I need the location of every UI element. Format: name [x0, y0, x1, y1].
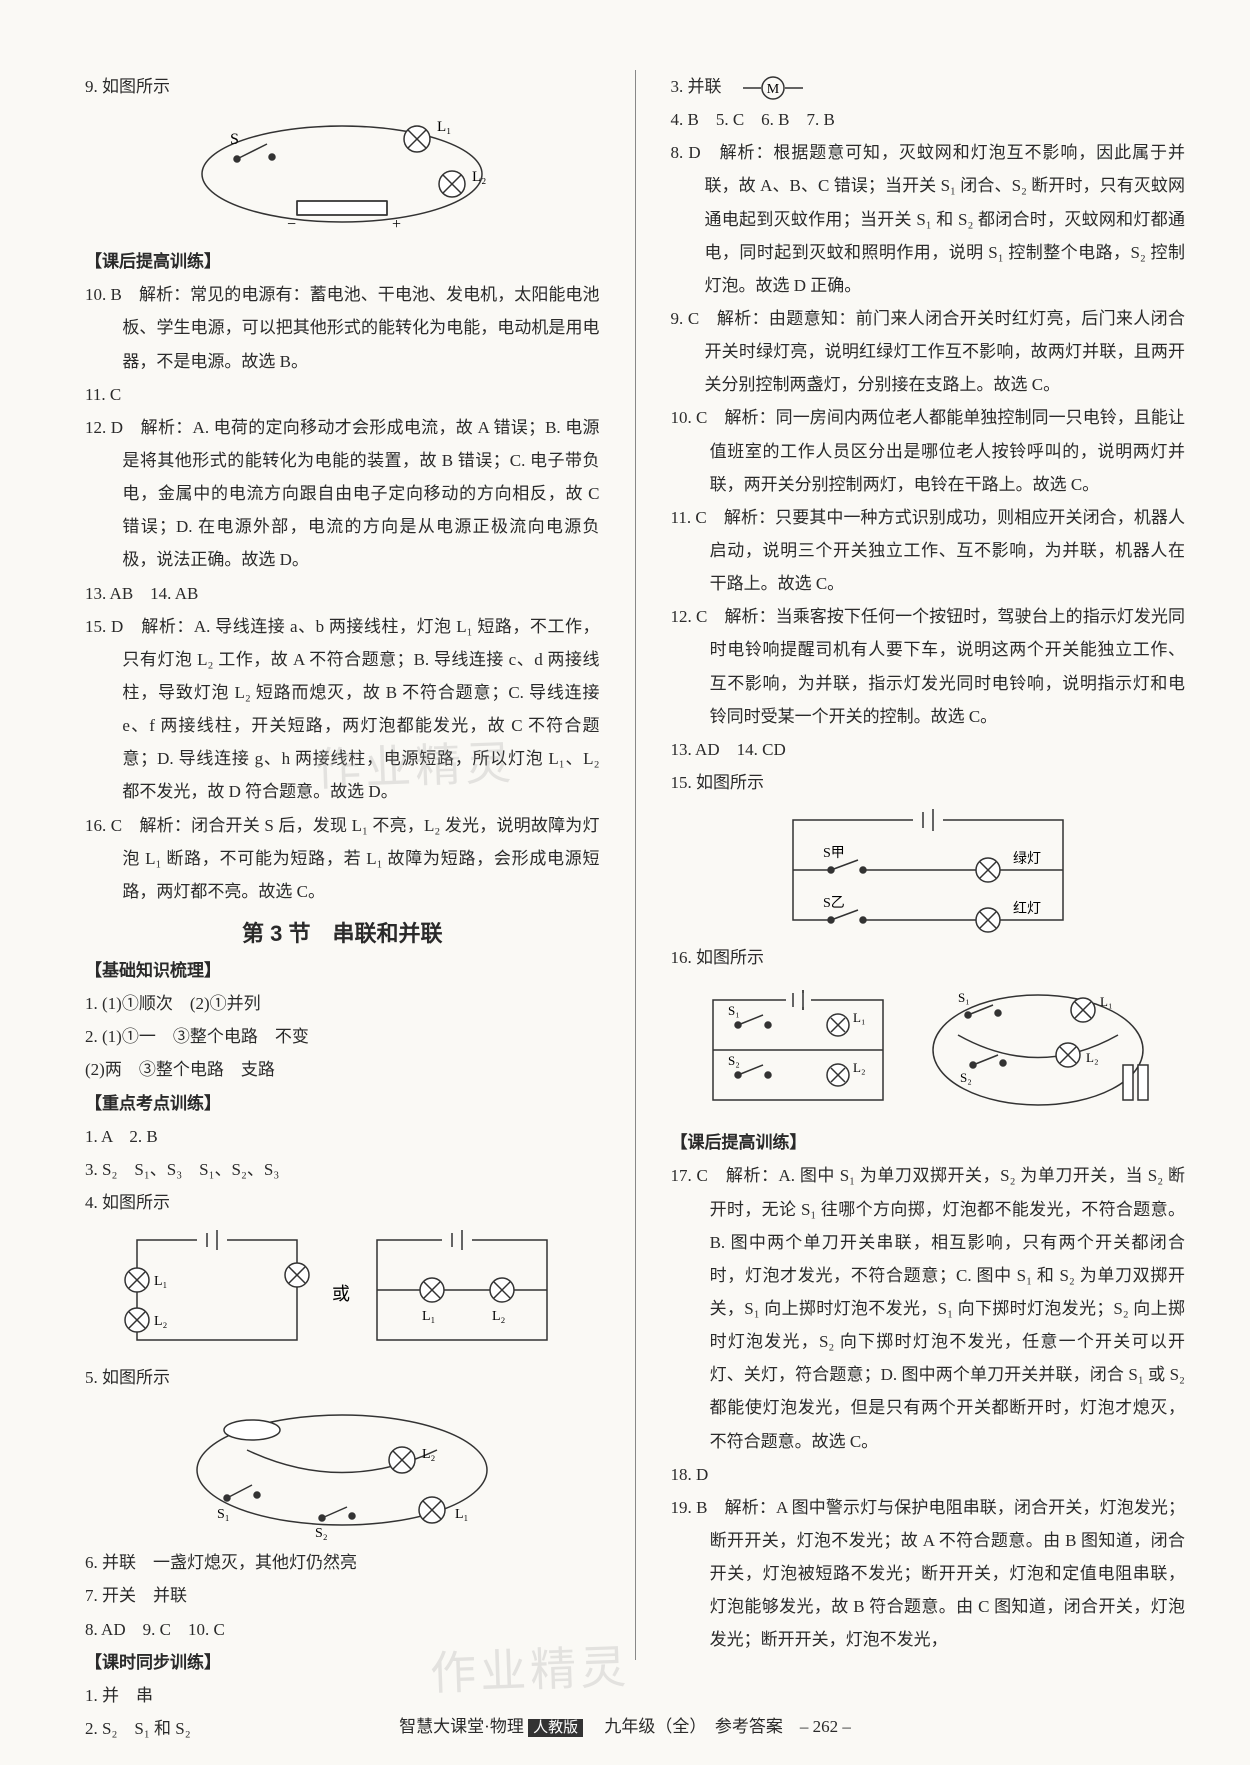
k4: 4. 如图所示: [85, 1186, 600, 1219]
s2: S₂: [315, 1526, 328, 1540]
r15: 15. 如图所示: [670, 766, 1185, 799]
column-divider: [635, 70, 636, 1660]
label-plus: +: [392, 216, 401, 233]
k3: 3. S₂ S₁、S₃ S₁、S₂、S₃: [85, 1153, 600, 1186]
l2b: L₂: [492, 1309, 506, 1324]
k5: 5. 如图所示: [85, 1361, 600, 1394]
red: 红灯: [1013, 901, 1041, 917]
s1: 1. 并 串: [85, 1679, 600, 1712]
q12: 12. D 解析：A. 电荷的定向移动才会形成电流，故 A 错误；B. 电源是将…: [85, 411, 600, 577]
q13-14: 13. AB 14. AB: [85, 577, 600, 610]
r4: 4. B 5. C 6. B 7. B: [670, 103, 1185, 136]
r3: 3. 并联 M: [670, 70, 1185, 103]
r10: 10. C 解析：同一房间内两位老人都能单独控制同一只电铃，且能让值班室的工作人…: [670, 401, 1185, 500]
figure-k5: S₁ S₂ L₂ L₁: [85, 1400, 600, 1540]
section-sync: 【课时同步训练】: [85, 1646, 600, 1679]
l2a: L₂: [154, 1314, 168, 1329]
section-basics: 【基础知识梳理】: [85, 954, 600, 987]
r9: 9. C 解析：由题意知：前门来人闭合开关时红灯亮，后门来人闭合开关时绿灯亮，说…: [670, 302, 1185, 401]
label-L1: L₁: [437, 119, 451, 135]
l2-16b: L₂: [1086, 1050, 1098, 1065]
s1: S₁: [217, 1507, 230, 1522]
r12: 12. C 解析：当乘客按下任何一个按钮时，驾驶台上的指示灯发光同时电铃响提醒司…: [670, 600, 1185, 733]
label-S: S: [230, 131, 239, 148]
l1-16a: L₁: [853, 1010, 865, 1025]
q11: 11. C: [85, 378, 600, 411]
left-column: 9. 如图所示: [85, 70, 600, 1660]
label-L2: L₂: [472, 169, 486, 185]
b1: 1. (1)①顺次 (2)①并列: [85, 987, 600, 1020]
s2-16b: S₂: [960, 1070, 972, 1085]
r18: 18. D: [670, 1458, 1185, 1491]
k1: 1. A 2. B: [85, 1120, 600, 1153]
k6: 6. 并联 一盏灯熄灭，其他灯仍然亮: [85, 1546, 600, 1579]
q16: 16. C 解析：闭合开关 S 后，发现 L₁ 不亮，L₂ 发光，说明故障为灯泡…: [85, 809, 600, 908]
sj: S甲: [823, 846, 845, 861]
sy: S乙: [823, 895, 845, 911]
l1-16b: L₁: [1100, 994, 1112, 1009]
figure-k4: L₁ L₂ L₁ L₂ 或: [85, 1225, 600, 1355]
l1a: L₁: [154, 1274, 167, 1289]
r8: 8. D 解析：根据题意可知，灭蚊网和灯泡互不影响，因此属于并联，故 A、B、C…: [670, 136, 1185, 302]
section-keypoints: 【重点考点训练】: [85, 1087, 600, 1120]
r16: 16. 如图所示: [670, 941, 1185, 974]
l2-16a: L₂: [853, 1060, 865, 1075]
section-3-title: 第 3 节 串联和并联: [85, 916, 600, 948]
page-columns: 9. 如图所示: [85, 70, 1185, 1660]
r19: 19. B 解析：A 图中警示灯与保护电阻串联，闭合开关，灯泡发光；断开开关，灯…: [670, 1491, 1185, 1657]
section-after-training: 【课后提高训练】: [85, 245, 600, 278]
m-letter: M: [767, 82, 780, 97]
k8: 8. AD 9. C 10. C: [85, 1613, 600, 1646]
or-label: 或: [332, 1284, 350, 1304]
footer-b: 九年级（全） 参考答案 – 262 –: [587, 1717, 851, 1736]
k7: 7. 开关 并联: [85, 1579, 600, 1612]
label-minus: −: [287, 216, 296, 233]
q15: 15. D 解析：A. 导线连接 a、b 两接线柱，灯泡 L₁ 短路，不工作，只…: [85, 610, 600, 809]
l2-5: L₂: [422, 1447, 436, 1462]
footer-a: 智慧大课堂·物理: [399, 1717, 524, 1736]
figure-r16: S₁ S₂ L₁ L₂ S₁ S₂ L₁ L₂: [670, 980, 1185, 1120]
motor-symbol: M: [743, 76, 803, 100]
r3-text: 3. 并联: [670, 77, 738, 96]
l1-5: L₁: [455, 1507, 468, 1522]
s1-16b: S₁: [958, 990, 970, 1005]
q10: 10. B 解析：常见的电源有：蓄电池、干电池、发电机，太阳能电池板、学生电源，…: [85, 278, 600, 377]
l1b: L₁: [422, 1309, 435, 1324]
figure-q9: S L₁ L₂ + −: [85, 109, 600, 239]
page-footer: 智慧大课堂·物理 人教版 九年级（全） 参考答案 – 262 –: [0, 1712, 1250, 1737]
footer-tag: 人教版: [528, 1719, 583, 1737]
section-after-2: 【课后提高训练】: [670, 1126, 1185, 1159]
r17: 17. C 解析：A. 图中 S₁ 为单刀双掷开关，S₂ 为单刀开关，当 S₂ …: [670, 1159, 1185, 1457]
r13-14: 13. AD 14. CD: [670, 733, 1185, 766]
q9: 9. 如图所示: [85, 70, 600, 103]
b3: (2)两 ③整个电路 支路: [85, 1053, 600, 1086]
b2: 2. (1)①一 ③整个电路 不变: [85, 1020, 600, 1053]
green: 绿灯: [1013, 851, 1041, 867]
figure-r15: S甲 S乙 绿灯 红灯: [670, 805, 1185, 935]
s2-16a: S₂: [728, 1053, 740, 1068]
r11: 11. C 解析：只要其中一种方式识别成功，则相应开关闭合，机器人启动，说明三个…: [670, 501, 1185, 600]
right-column: 3. 并联 M 4. B 5. C 6. B 7. B 8. D 解析：根据题意…: [670, 70, 1185, 1660]
s1-16a: S₁: [728, 1003, 740, 1018]
